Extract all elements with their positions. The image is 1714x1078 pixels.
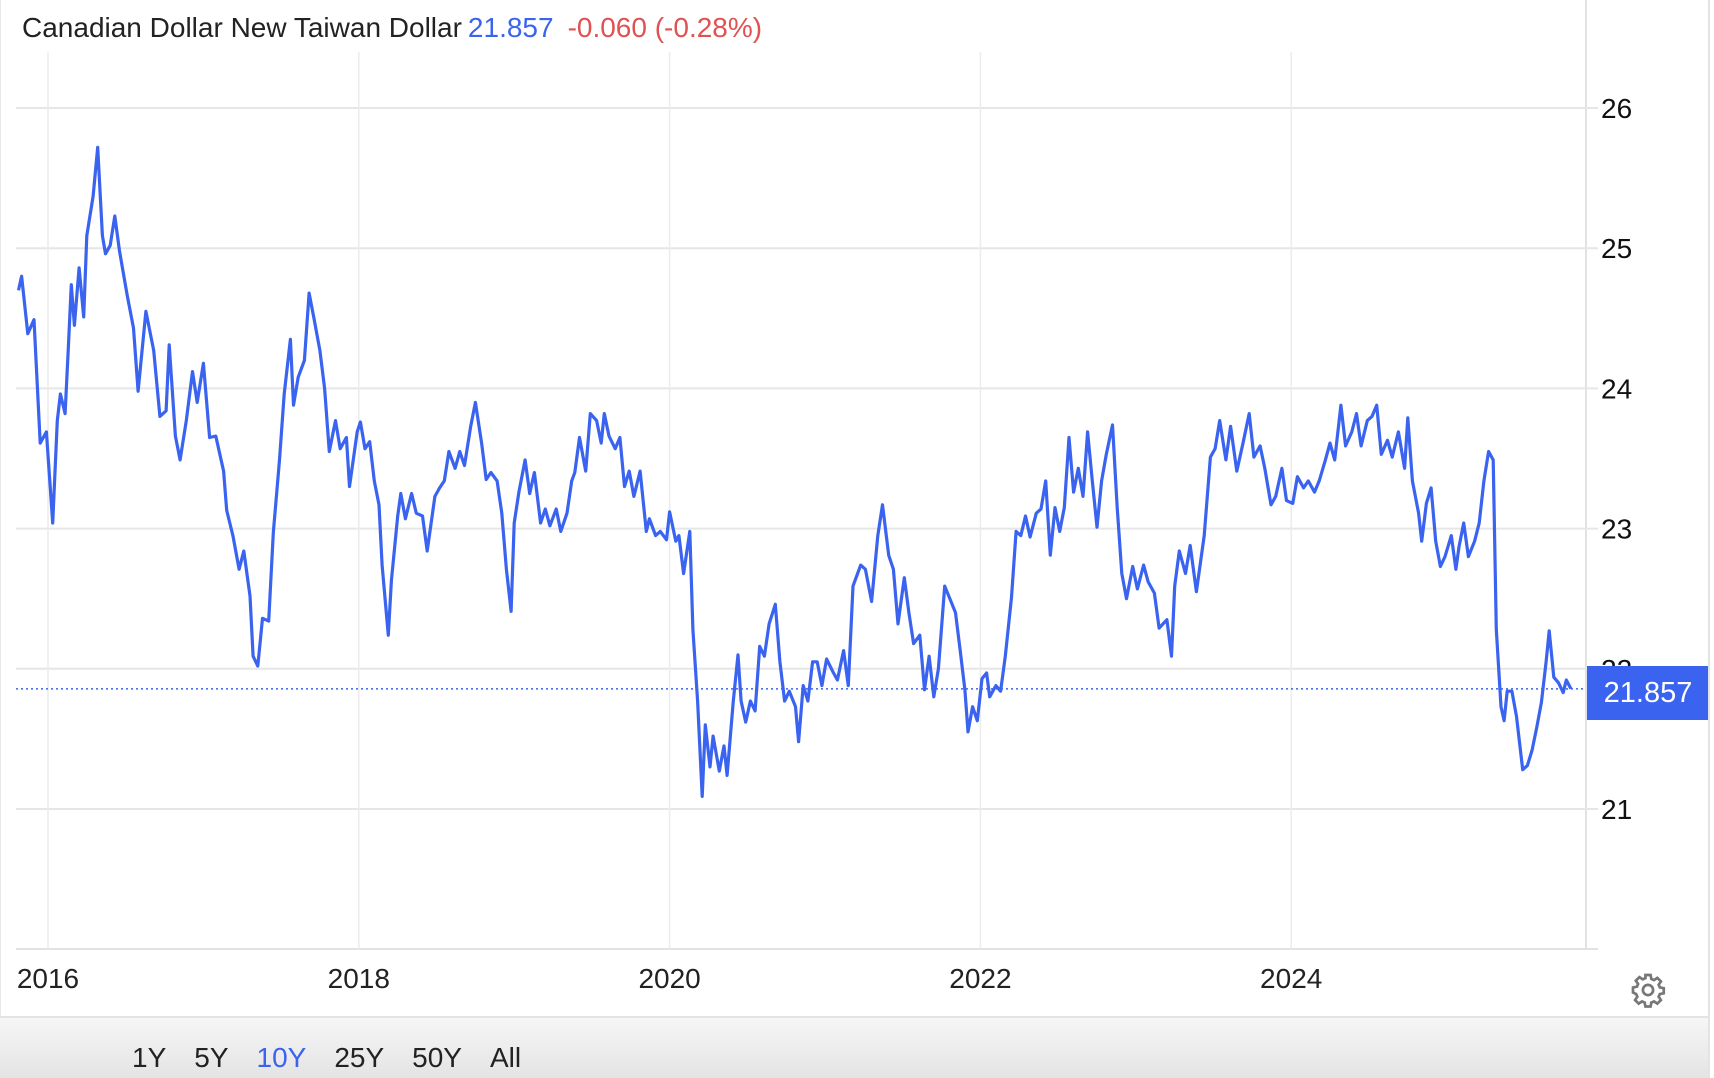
range-buttons: 1Y 5Y 10Y 25Y 50Y All [132, 1042, 549, 1074]
range-button-1y[interactable]: 1Y [132, 1042, 167, 1073]
grid [16, 0, 1598, 950]
y-tick-label: 24 [1601, 373, 1632, 404]
range-button-5y[interactable]: 5Y [194, 1042, 229, 1073]
chart-right-border [1708, 0, 1710, 1076]
y-tick-label: 23 [1601, 514, 1632, 545]
x-tick-label: 2020 [638, 963, 700, 994]
last-price-tag: 21.857 [1587, 666, 1709, 720]
y-tick-label: 25 [1601, 233, 1632, 264]
chart-header: Canadian Dollar New Taiwan Dollar 21.857-… [22, 12, 762, 44]
y-axis: 212223242526 [1601, 93, 1632, 825]
series-line [16, 145, 1573, 798]
gear-icon[interactable] [1630, 972, 1666, 1008]
chart-left-border [0, 0, 1, 1076]
y-tick-label: 21 [1601, 794, 1632, 825]
y-tick-label: 26 [1601, 93, 1632, 124]
range-button-10y[interactable]: 10Y [256, 1042, 307, 1073]
chart-title: Canadian Dollar New Taiwan Dollar [22, 12, 462, 43]
x-tick-label: 2022 [949, 963, 1011, 994]
range-button-50y[interactable]: 50Y [412, 1042, 462, 1073]
x-tick-label: 2016 [17, 963, 79, 994]
x-tick-label: 2024 [1260, 963, 1322, 994]
x-tick-label: 2018 [328, 963, 390, 994]
price-change: -0.060 (-0.28%) [567, 12, 763, 43]
current-price: 21.857 [467, 12, 554, 43]
range-button-all[interactable]: All [489, 1042, 522, 1073]
range-button-25y[interactable]: 25Y [334, 1042, 385, 1073]
range-selector-bar: 1Y 5Y 10Y 25Y 50Y All [0, 1016, 1710, 1078]
x-axis: 2016 2018 2020 2022 2024 [17, 963, 1322, 994]
